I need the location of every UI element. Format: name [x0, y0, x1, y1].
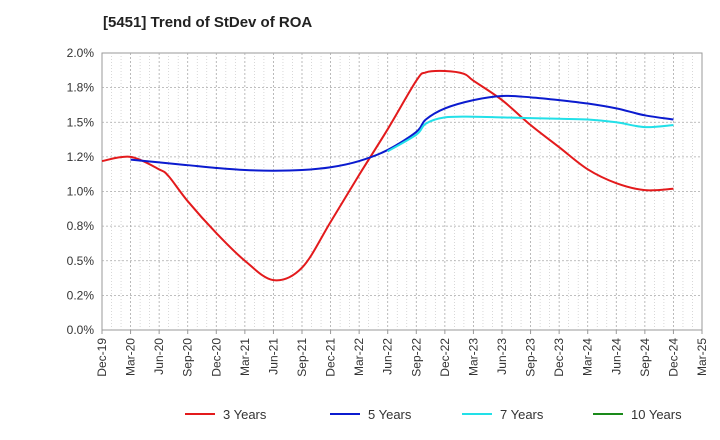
y-tick-label: 0.2%: [67, 288, 95, 302]
x-tick-label: Dec-23: [552, 338, 566, 377]
x-tick-label: Dec-19: [95, 338, 109, 377]
legend-label: 10 Years: [631, 407, 682, 422]
y-tick-label: 1.5%: [67, 115, 95, 129]
y-tick-label: 0.8%: [67, 219, 95, 233]
legend-label: 7 Years: [500, 407, 544, 422]
y-tick-label: 2.0%: [67, 46, 95, 60]
series-line-7-years: [387, 115, 674, 153]
y-tick-label: 0.5%: [67, 254, 95, 268]
x-tick-label: Mar-21: [238, 338, 252, 376]
x-tick-label: Mar-20: [124, 338, 138, 376]
x-tick-label: Sep-23: [524, 338, 538, 377]
x-tick-label: Jun-23: [495, 338, 509, 375]
x-tick-label: Sep-20: [181, 338, 195, 377]
x-tick-label: Sep-22: [409, 338, 423, 377]
x-tick-label: Jun-22: [381, 338, 395, 375]
x-tick-label: Dec-24: [666, 338, 680, 377]
y-tick-label: 1.8%: [67, 81, 95, 95]
series-line-5-years: [130, 94, 674, 172]
y-tick-label: 1.0%: [67, 185, 95, 199]
series-line-3-years: [101, 69, 674, 282]
x-tick-label: Mar-23: [466, 338, 480, 376]
y-tick-label: 0.0%: [67, 323, 95, 337]
x-tick-label: Sep-21: [295, 338, 309, 377]
x-tick-label: Dec-21: [324, 338, 338, 377]
x-tick-label: Mar-25: [695, 338, 709, 376]
chart-title: [5451] Trend of StDev of ROA: [103, 14, 313, 31]
x-tick-label: Jun-21: [266, 338, 280, 375]
x-tick-label: Mar-24: [581, 338, 595, 376]
x-tick-label: Mar-22: [352, 338, 366, 376]
y-tick-label: 1.2%: [67, 150, 95, 164]
legend-label: 5 Years: [368, 407, 412, 422]
x-tick-label: Dec-20: [209, 338, 223, 377]
legend-label: 3 Years: [223, 407, 267, 422]
x-tick-label: Jun-24: [609, 338, 623, 375]
x-tick-label: Dec-22: [438, 338, 452, 377]
x-tick-label: Jun-20: [152, 338, 166, 375]
x-tick-label: Sep-24: [638, 338, 652, 377]
